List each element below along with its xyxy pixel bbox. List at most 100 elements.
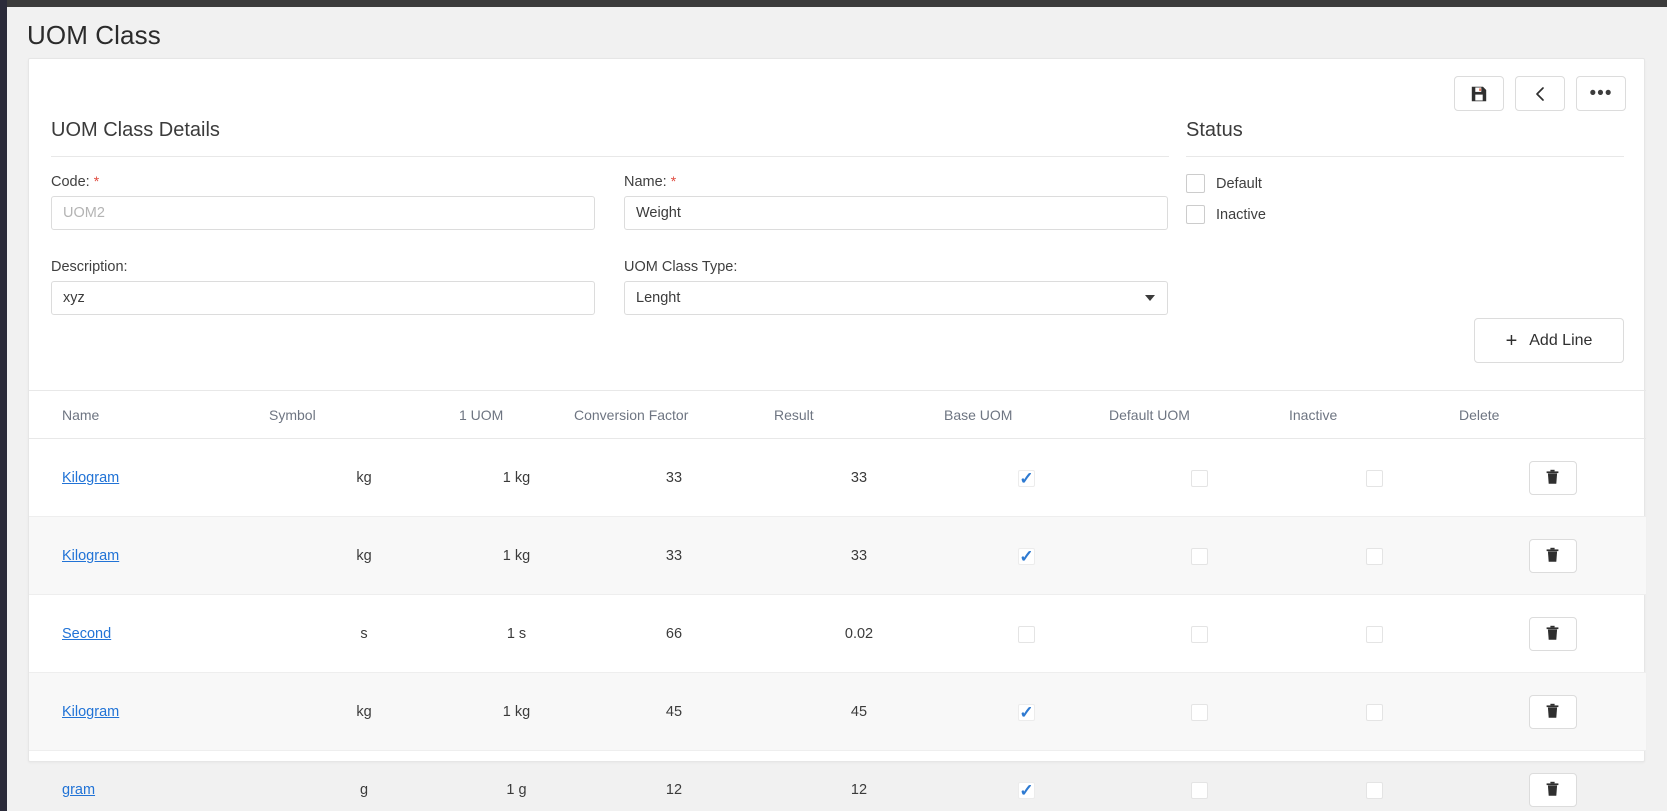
cell-base-uom: ✓ xyxy=(944,672,1109,751)
trash-icon xyxy=(1545,703,1560,722)
delete-row-button[interactable] xyxy=(1528,695,1577,729)
cell-result: 0.02 xyxy=(774,594,944,673)
name-label: Name: * xyxy=(624,173,1168,190)
more-options-button[interactable]: ••• xyxy=(1576,76,1626,111)
inactive-checkbox[interactable] xyxy=(1186,205,1205,224)
uom-name-link[interactable]: Second xyxy=(62,626,112,642)
inactive-checkbox[interactable] xyxy=(1365,781,1383,799)
details-form: Code: * Name: * Description: xyxy=(51,173,1169,315)
col-header-default-uom: Default UOM xyxy=(1109,391,1289,439)
base-uom-checkbox[interactable] xyxy=(1018,625,1035,643)
cell-base-uom: ✓ xyxy=(944,438,1109,517)
description-input[interactable] xyxy=(51,281,595,315)
base-uom-checkbox[interactable]: ✓ xyxy=(1018,468,1035,488)
field-uom-class-type: UOM Class Type: Lenght xyxy=(624,259,1168,315)
delete-row-button[interactable] xyxy=(1528,461,1577,495)
delete-row-button[interactable] xyxy=(1528,617,1577,651)
default-uom-checkbox[interactable] xyxy=(1190,703,1208,721)
cell-symbol: s xyxy=(269,594,459,673)
name-required-star: * xyxy=(670,173,677,189)
inactive-checkbox[interactable] xyxy=(1365,469,1383,487)
default-uom-checkbox[interactable] xyxy=(1190,781,1208,799)
default-checkbox[interactable] xyxy=(1186,174,1205,193)
table-row: Kilogram kg 1 kg 33 33 ✓ xyxy=(29,516,1646,595)
uom-name-link[interactable]: Kilogram xyxy=(62,470,120,486)
cell-delete xyxy=(1459,594,1646,673)
uom-name-link[interactable]: Kilogram xyxy=(62,548,120,564)
cell-one-uom: 1 kg xyxy=(459,672,574,751)
cell-inactive xyxy=(1289,672,1459,751)
cell-base-uom: ✓ xyxy=(944,750,1109,811)
cell-default-uom xyxy=(1109,438,1289,517)
base-uom-checkbox[interactable]: ✓ xyxy=(1018,546,1035,566)
cell-name: Second xyxy=(29,594,269,673)
description-label: Description: xyxy=(51,259,128,275)
cell-base-uom xyxy=(944,594,1109,673)
back-button[interactable] xyxy=(1515,76,1565,111)
cell-result: 33 xyxy=(774,516,944,595)
col-header-one-uom: 1 UOM xyxy=(459,391,574,439)
trash-icon xyxy=(1545,469,1560,488)
trash-icon xyxy=(1545,547,1560,566)
cell-default-uom xyxy=(1109,594,1289,673)
cell-one-uom: 1 g xyxy=(459,750,574,811)
add-line-button[interactable]: + Add Line xyxy=(1474,318,1624,363)
field-code: Code: * xyxy=(51,173,595,230)
col-header-name: Name xyxy=(29,391,269,439)
cell-base-uom: ✓ xyxy=(944,516,1109,595)
status-section: Status Default Inactive xyxy=(1186,119,1624,236)
inactive-checkbox[interactable] xyxy=(1365,547,1383,565)
delete-row-button[interactable] xyxy=(1528,773,1577,807)
browser-top-bar xyxy=(0,0,1667,7)
table-row: Second s 1 s 66 0.02 xyxy=(29,594,1646,673)
checkmark-icon: ✓ xyxy=(1019,468,1034,488)
cell-default-uom xyxy=(1109,672,1289,751)
name-input[interactable] xyxy=(624,196,1168,230)
field-name: Name: * xyxy=(624,173,1168,230)
col-header-conversion-factor: Conversion Factor xyxy=(574,391,774,439)
trash-icon xyxy=(1545,625,1560,644)
cell-delete xyxy=(1459,438,1646,517)
uom-class-card: ••• UOM Class Details Code: * Name: * xyxy=(28,58,1646,811)
checkmark-icon: ✓ xyxy=(1019,546,1034,566)
cell-default-uom xyxy=(1109,516,1289,595)
code-input[interactable] xyxy=(51,196,595,230)
cell-name: Kilogram xyxy=(29,438,269,517)
default-uom-checkbox[interactable] xyxy=(1190,625,1208,643)
status-item-default[interactable]: Default xyxy=(1186,174,1624,193)
cell-delete xyxy=(1459,672,1646,751)
inactive-checkbox[interactable] xyxy=(1365,625,1383,643)
table-head: Name Symbol 1 UOM Conversion Factor Resu… xyxy=(29,391,1646,439)
cell-inactive xyxy=(1289,750,1459,811)
uom-name-link[interactable]: gram xyxy=(62,782,96,798)
base-uom-checkbox[interactable]: ✓ xyxy=(1018,703,1035,721)
cell-conversion-factor: 33 xyxy=(574,516,774,595)
status-item-inactive[interactable]: Inactive xyxy=(1186,205,1624,224)
default-uom-checkbox[interactable] xyxy=(1190,469,1208,487)
status-checkbox-list: Default Inactive xyxy=(1186,174,1624,224)
cell-symbol: g xyxy=(269,750,459,811)
uom-name-link[interactable]: Kilogram xyxy=(62,704,120,720)
uom-class-type-select[interactable]: Lenght xyxy=(624,281,1168,315)
code-required-star: * xyxy=(93,173,100,189)
default-label: Default xyxy=(1216,175,1262,192)
uom-class-type-select-wrap: Lenght xyxy=(624,281,1168,315)
cell-delete xyxy=(1459,750,1646,811)
cell-symbol: kg xyxy=(269,672,459,751)
cell-conversion-factor: 33 xyxy=(574,438,774,517)
cell-one-uom: 1 kg xyxy=(459,516,574,595)
delete-row-button[interactable] xyxy=(1528,539,1577,573)
page-title: UOM Class xyxy=(27,20,161,50)
cell-result: 45 xyxy=(774,672,944,751)
add-line-wrap: + Add Line xyxy=(1474,318,1624,363)
inactive-checkbox[interactable] xyxy=(1365,703,1383,721)
field-description: Description: xyxy=(51,259,595,315)
table-body: Kilogram kg 1 kg 33 33 ✓ Kilogram kg 1 kg 33 33 ✓ Se… xyxy=(29,438,1646,811)
ellipsis-icon: ••• xyxy=(1589,82,1613,104)
cell-symbol: kg xyxy=(269,438,459,517)
base-uom-checkbox[interactable]: ✓ xyxy=(1018,781,1035,799)
save-button[interactable] xyxy=(1454,76,1504,111)
default-uom-checkbox[interactable] xyxy=(1190,547,1208,565)
cell-result: 33 xyxy=(774,438,944,517)
table-row: gram g 1 g 12 12 ✓ xyxy=(29,750,1646,811)
